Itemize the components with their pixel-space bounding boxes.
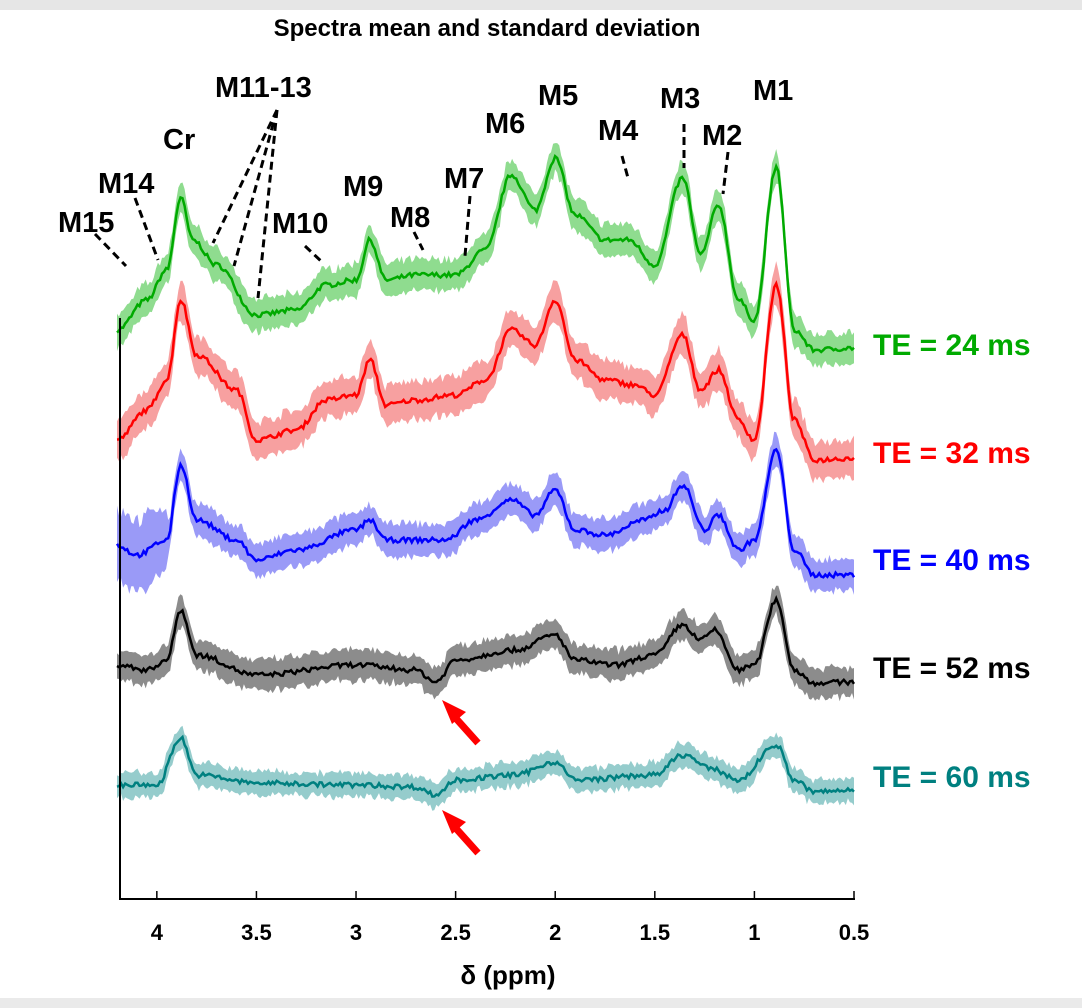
legend-te52: TE = 52 ms (873, 652, 1031, 685)
annotation-m4: M4 (598, 115, 638, 147)
x-tick-label: 3.5 (241, 920, 272, 945)
annotation-line-m11-13-b (232, 109, 279, 267)
annotation-m15: M15 (58, 207, 114, 239)
red-arrow-te52 (442, 700, 481, 746)
x-tick-label: 1 (748, 920, 760, 945)
annotation-m11-13: M11-13 (215, 72, 312, 104)
annotation-m1: M1 (753, 75, 793, 107)
legend-te60: TE = 60 ms (873, 761, 1031, 794)
x-tick-label: 2 (549, 920, 561, 945)
sd-band-0 (117, 143, 854, 369)
annotation-line-m14 (133, 197, 160, 261)
x-tick-label: 3 (350, 920, 362, 945)
x-tick-label: 4 (151, 920, 164, 945)
annotation-line-m7 (463, 195, 472, 257)
x-axis-label: δ (ppm) (460, 960, 555, 990)
annotation-line-m2 (721, 151, 730, 195)
annotation-line-m8 (412, 231, 425, 251)
annotation-m10: M10 (272, 208, 328, 240)
mean-line-4 (116, 734, 855, 798)
annotation-m5: M5 (538, 80, 578, 112)
annotation-line-m11-13-a (211, 109, 279, 244)
bottom-bar (0, 998, 1082, 1008)
annotation-cr: Cr (163, 124, 195, 156)
red-arrow-te60 (442, 810, 481, 856)
legend-te40: TE = 40 ms (873, 544, 1031, 577)
legend-te24: TE = 24 ms (873, 329, 1031, 362)
annotation-m9: M9 (343, 171, 383, 203)
mean-line-0 (116, 154, 855, 354)
annotation-m6: M6 (485, 108, 525, 140)
annotation-line-m15 (93, 232, 128, 268)
x-tick-label: 2.5 (440, 920, 471, 945)
top-bar (0, 0, 1082, 10)
x-tick-label: 1.5 (640, 920, 671, 945)
sd-band-2 (117, 431, 854, 595)
annotation-m14: M14 (98, 168, 154, 200)
sd-band-4 (117, 725, 854, 811)
sd-band-3 (117, 585, 854, 702)
annotation-line-m10 (303, 244, 324, 264)
annotation-line-m4 (620, 155, 630, 179)
annotation-m2: M2 (702, 120, 742, 152)
annotation-m3: M3 (660, 83, 700, 115)
chart-title: Spectra mean and standard deviation (274, 15, 701, 42)
mean-line-1 (116, 280, 855, 464)
mean-line-3 (116, 595, 856, 688)
mean-line-2 (115, 447, 856, 580)
annotation-m7: M7 (444, 163, 484, 195)
legend-te32: TE = 32 ms (873, 437, 1031, 470)
x-tick-label: 0.5 (839, 920, 870, 945)
annotation-line-m11-13-c (256, 109, 279, 299)
annotation-m8: M8 (390, 202, 430, 234)
